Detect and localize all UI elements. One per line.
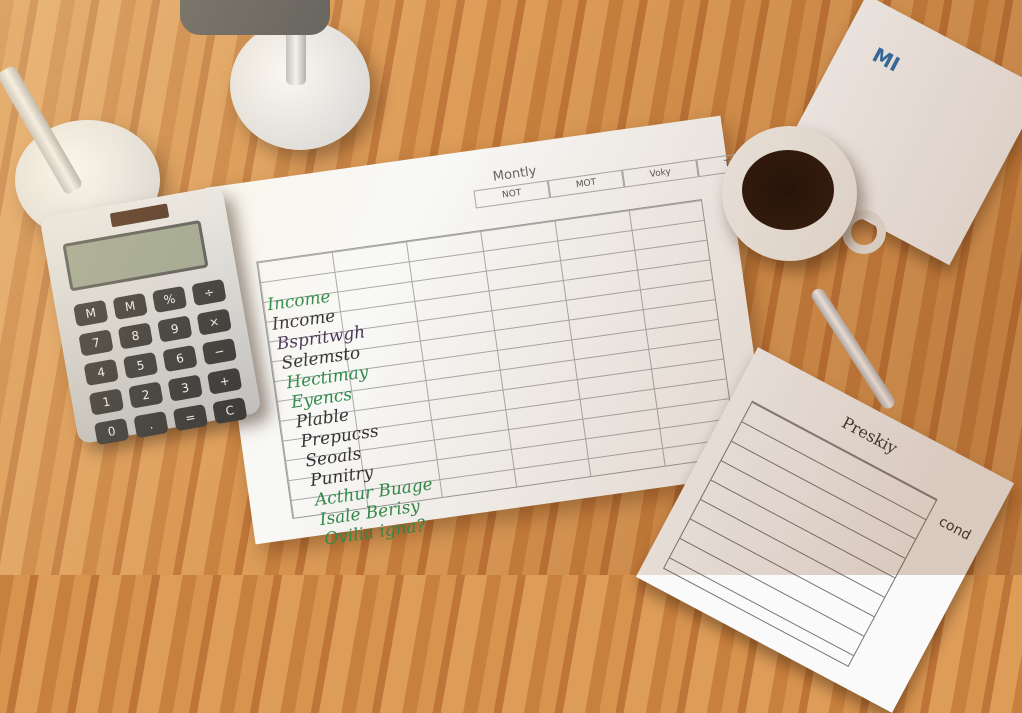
- column-header: Voky: [622, 159, 699, 188]
- calculator-key: .: [133, 410, 169, 439]
- calculator-key: 5: [122, 351, 159, 380]
- calculator-key: %: [151, 285, 188, 314]
- column-header: MOT: [547, 169, 625, 199]
- calculator: M M% ÷ 7 8 9 × 4 5 6−1 2 3 +0. = C: [39, 185, 262, 446]
- solar-panel: [109, 203, 170, 228]
- calculator-key: 7: [78, 329, 114, 357]
- calculator-key: ÷: [191, 278, 227, 307]
- lamp-head: [180, 0, 330, 35]
- calculator-keypad: M M% ÷ 7 8 9 × 4 5 6−1 2 3 +0. = C: [73, 278, 248, 446]
- calculator-key: +: [206, 367, 243, 395]
- column-header: NOT: [473, 180, 551, 209]
- mug-handle: [842, 210, 886, 254]
- form-corner-text: cond: [935, 513, 974, 544]
- calculator-key: −: [201, 337, 238, 366]
- calculator-key: 9: [157, 315, 193, 343]
- notepad-logo: MI: [868, 42, 904, 77]
- calculator-key: M: [112, 292, 148, 321]
- coffee: [742, 150, 834, 230]
- coffee-mug: [722, 126, 857, 261]
- calculator-key: =: [172, 404, 209, 432]
- calculator-key: 8: [117, 322, 154, 350]
- budget-spreadsheet: Montly NOT MOT Voky TAT? IncomeIncomeBsp…: [205, 115, 774, 550]
- calculator-key: M: [73, 299, 109, 327]
- calculator-display: [62, 219, 209, 292]
- calculator-key: ×: [196, 308, 232, 336]
- calculator-key: 6: [162, 344, 198, 373]
- calculator-key: 4: [83, 358, 119, 387]
- calculator-key: 0: [93, 417, 130, 446]
- calculator-key: 3: [167, 374, 203, 402]
- calculator-key: 2: [128, 381, 164, 409]
- calculator-key: 1: [88, 388, 125, 416]
